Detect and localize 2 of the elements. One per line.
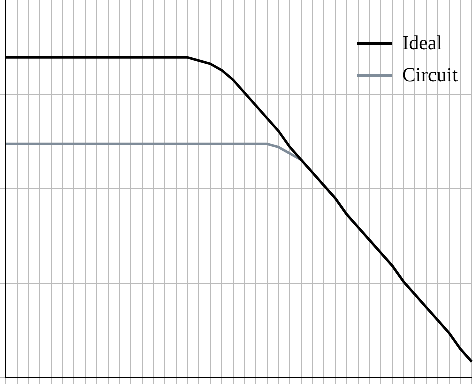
legend-label: Ideal (402, 32, 443, 54)
legend-label: Circuit (402, 64, 458, 86)
